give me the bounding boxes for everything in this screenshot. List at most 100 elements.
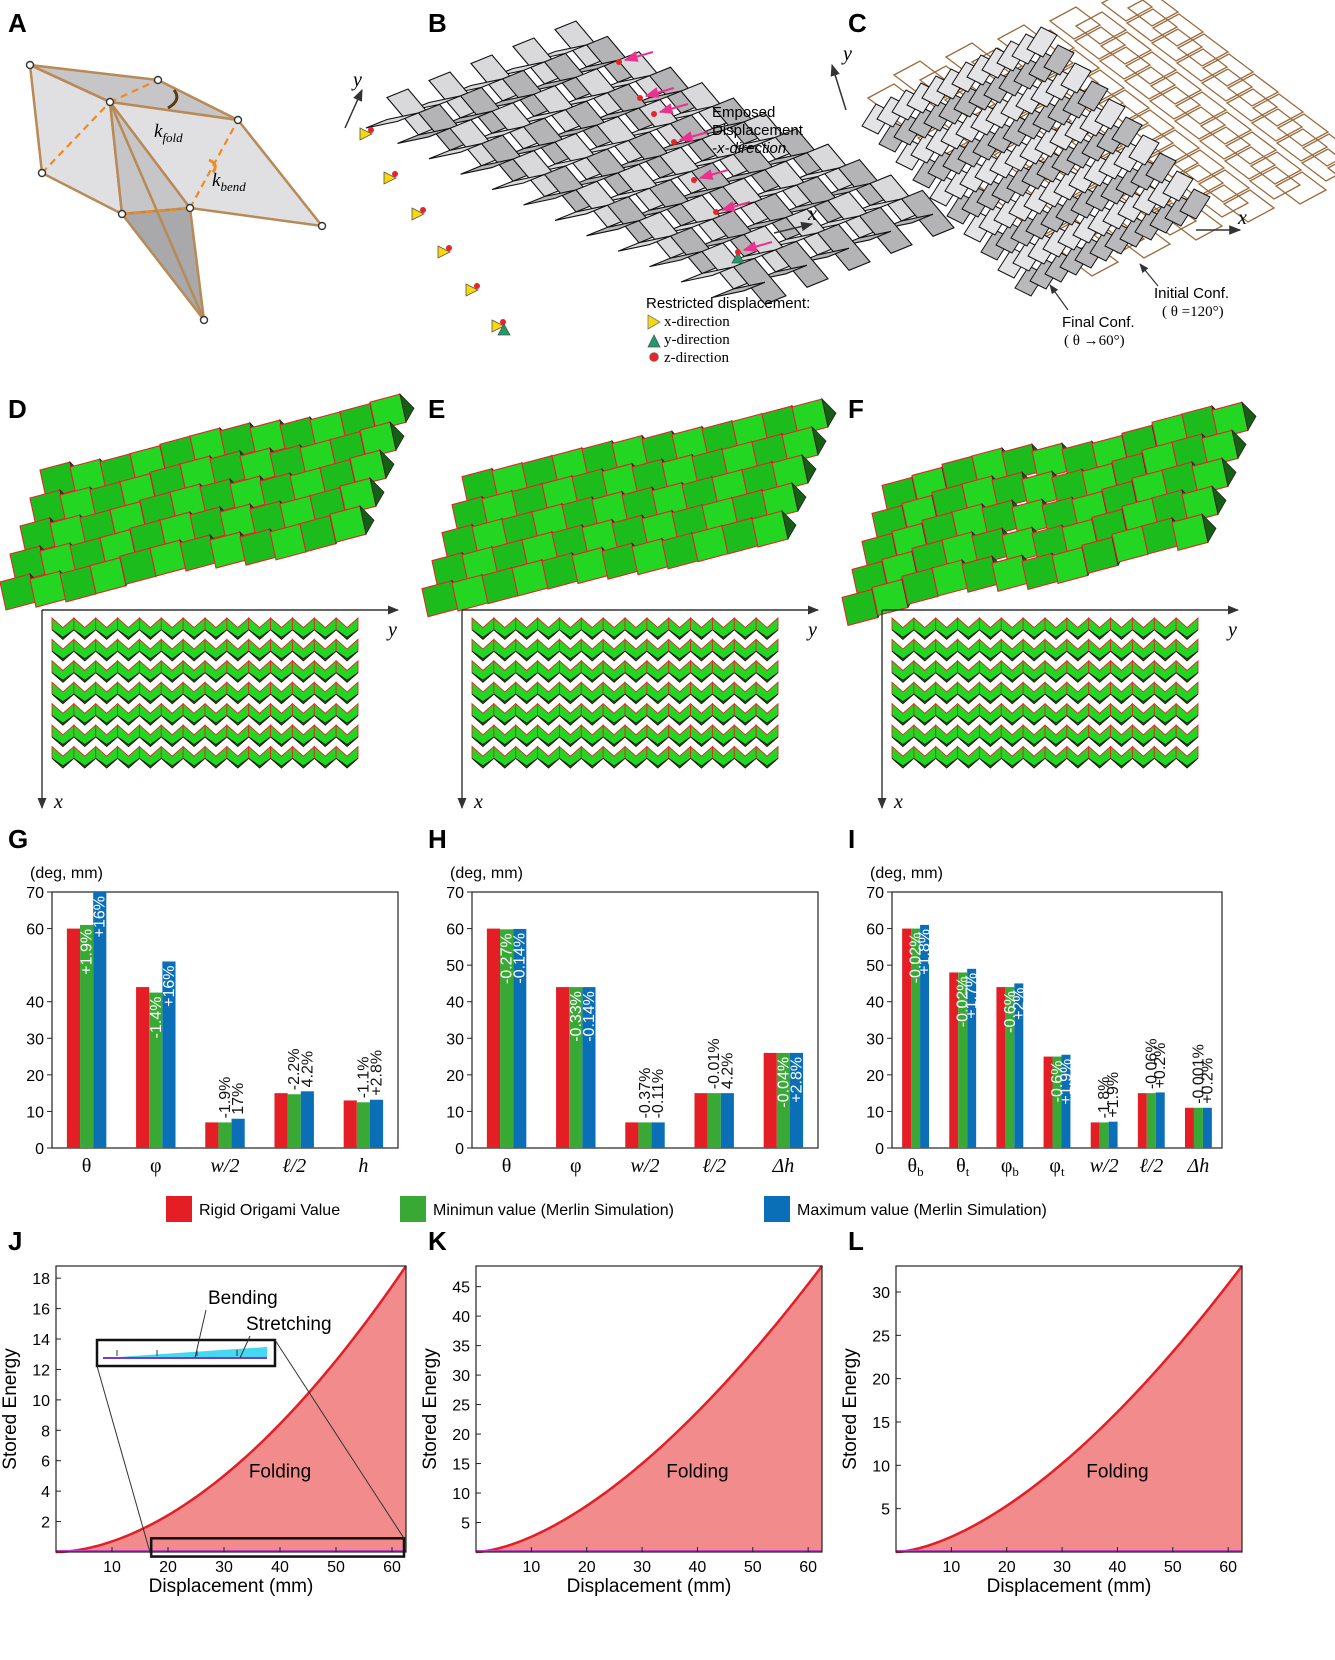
- y-tick-label: 60: [446, 922, 464, 939]
- x-tick-label: 30: [215, 1559, 233, 1576]
- x-tick-label: 30: [1053, 1559, 1071, 1576]
- y-tick-label: 2: [41, 1515, 50, 1532]
- unit-label: (deg, mm): [450, 865, 523, 882]
- bar-chart-i: (deg, mm)010203040506070-0.02%+1.8%θb-0.…: [866, 865, 1223, 1179]
- legend-swatch-rigid: [166, 1196, 192, 1222]
- top-view-axis-x: x: [893, 791, 903, 813]
- bar: [369, 1099, 384, 1148]
- category-label: ℓ/2: [702, 1155, 726, 1177]
- y-tick-label: 15: [872, 1415, 890, 1432]
- bar: [1061, 1054, 1071, 1148]
- category-label: φ: [570, 1155, 582, 1177]
- bar: [274, 1093, 288, 1148]
- bar: [920, 924, 930, 1148]
- y-tick-label: 50: [446, 958, 464, 975]
- folding-area: [56, 1266, 406, 1552]
- y-tick-label: 16: [32, 1302, 50, 1319]
- bar: [902, 928, 912, 1148]
- bar-data-label: +0.2%: [1152, 1043, 1169, 1089]
- top-view-axis-x: x: [53, 791, 63, 813]
- bar: [651, 1122, 665, 1148]
- bar-data-label: +1.8%: [917, 929, 934, 975]
- bar: [1052, 1056, 1062, 1148]
- x-axis-title: Displacement (mm): [987, 1576, 1152, 1597]
- panel-label-f: F: [848, 394, 864, 424]
- x-tick-label: 60: [1219, 1559, 1237, 1576]
- bar: [500, 929, 514, 1148]
- panel-label-c: C: [848, 8, 867, 38]
- bar-data-label: -0.02%: [955, 976, 972, 1027]
- bar-data-label: -1.4%: [148, 997, 165, 1039]
- y-tick-label: 6: [41, 1454, 50, 1471]
- bar: [1043, 1056, 1053, 1148]
- emposed-label-2: Displacement: [712, 122, 804, 139]
- bar-data-label: -1.1%: [355, 1056, 372, 1098]
- bar-data-label: -0.33%: [568, 991, 585, 1042]
- y-tick-label: 0: [455, 1141, 464, 1158]
- bar-data-label: -2.2%: [286, 1048, 303, 1090]
- folding-curve: [475, 1265, 823, 1554]
- bar-data-label: -0.001%: [1190, 1044, 1207, 1104]
- y-tick-label: 70: [866, 885, 884, 902]
- bar: [1184, 1107, 1194, 1148]
- y-tick-label: 35: [452, 1339, 470, 1356]
- x-tick-label: 10: [522, 1559, 540, 1576]
- bar: [162, 961, 176, 1148]
- bar: [231, 1118, 245, 1148]
- bar-data-label: +0.2%: [1199, 1058, 1216, 1104]
- bar: [93, 892, 107, 1148]
- top-view-axis-y: y: [806, 619, 817, 641]
- category-label: w/2: [631, 1155, 660, 1177]
- y-tick-label: 25: [452, 1398, 470, 1415]
- y-tick-label: 5: [461, 1516, 470, 1533]
- category-label: θ: [82, 1155, 92, 1177]
- y-tick-label: 70: [26, 885, 44, 902]
- legend-z-direction: z-direction: [664, 350, 729, 366]
- panel-label-g: G: [8, 824, 28, 854]
- folding-curve: [895, 1265, 1243, 1554]
- panel-a-origami-cell: kfold kbend: [25, 60, 327, 325]
- y-tick-label: 10: [872, 1458, 890, 1475]
- initial-conf-label: Initial Conf.: [1154, 285, 1229, 302]
- bar-charts: (deg, mm)0102030406070+1.9%+16%θ-1.4%+16…: [26, 865, 1223, 1179]
- bending-annotation: Bending: [208, 1288, 278, 1309]
- y-tick-label: 25: [872, 1328, 890, 1345]
- bar: [218, 1122, 232, 1148]
- energy-chart-k: 10 20 30 40 50 60 5 10 15 20 25 30 35 40 45 Displacemen…: [420, 1265, 823, 1597]
- panel-label-e: E: [428, 394, 445, 424]
- panel-c-axis-y: y: [841, 43, 852, 65]
- bar: [789, 1052, 804, 1148]
- bar-data-label: -0.14%: [581, 991, 598, 1042]
- bar: [556, 987, 570, 1148]
- y-tick-label: 40: [26, 995, 44, 1012]
- x-tick-label: 30: [633, 1559, 651, 1576]
- panel-label-b: B: [428, 8, 447, 38]
- y-tick-label: 5: [881, 1502, 890, 1519]
- bar-data-label: +2%: [1011, 987, 1028, 1019]
- x-tick-label: 10: [103, 1559, 121, 1576]
- y-tick-label: 4: [41, 1484, 50, 1501]
- y-tick-label: 50: [866, 958, 884, 975]
- y-tick-label: 60: [866, 922, 884, 939]
- y-tick-label: 45: [452, 1280, 470, 1297]
- unit-label: (deg, mm): [30, 865, 103, 882]
- bar: [287, 1094, 301, 1148]
- y-tick-label: 20: [866, 1068, 884, 1085]
- y-tick-label: 30: [26, 1031, 44, 1048]
- category-label: φt: [1049, 1155, 1065, 1179]
- y-tick-label: 20: [446, 1068, 464, 1085]
- bar: [1014, 983, 1024, 1148]
- bar-data-label: -0.06%: [1143, 1038, 1160, 1089]
- x-axis-title: Displacement (mm): [149, 1576, 314, 1597]
- panel-label-d: D: [8, 394, 27, 424]
- bar-data-label: +1.9%: [1105, 1072, 1122, 1118]
- y-tick-label: 10: [446, 1104, 464, 1121]
- bar: [694, 1093, 708, 1148]
- legend-y-direction: y-direction: [664, 332, 730, 348]
- panel-label-h: H: [428, 824, 447, 854]
- y-tick-label: 10: [866, 1104, 884, 1121]
- bar-data-label: 4.2%: [299, 1051, 316, 1087]
- folding-curve: [55, 1265, 408, 1554]
- emposed-label-3: -x-direction: [712, 140, 786, 157]
- panel-letters: A B C D E F G H I J K L: [8, 8, 867, 1256]
